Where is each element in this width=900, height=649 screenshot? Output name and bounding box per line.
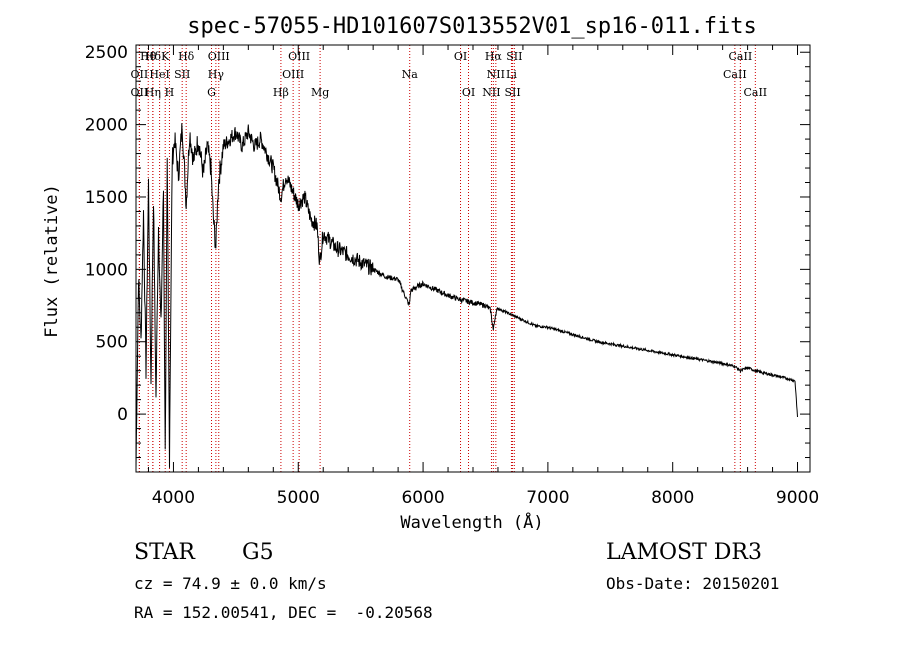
x-tick-label: 7000 xyxy=(526,488,569,508)
spectral-marker-label: HeI xyxy=(149,68,169,81)
x-axis-ticks: 4000 5000 6000 7000 8000 9000 xyxy=(147,45,819,508)
spectral-marker-label: Mg xyxy=(311,86,329,99)
spectral-marker-label: SII xyxy=(174,68,190,81)
spectral-marker-label: CaII xyxy=(723,68,747,81)
spectral-marker-label: OII xyxy=(131,86,149,99)
y-tick-label: 1500 xyxy=(85,188,128,208)
spectral-marker-label: SII xyxy=(504,86,520,99)
spectral-marker-label: NII xyxy=(482,86,500,99)
spectral-class: G5 xyxy=(242,540,274,565)
spectral-marker-label: Na xyxy=(402,68,419,81)
observation-date: Obs-Date: 20150201 xyxy=(606,574,780,593)
x-tick-label: 5000 xyxy=(277,488,320,508)
x-tick-label: 9000 xyxy=(776,488,819,508)
spectral-marker-label: Hθ xyxy=(140,50,157,63)
plot-frame xyxy=(135,44,811,473)
spectrum-line xyxy=(135,123,798,470)
y-axis-ticks: 0 500 1000 1500 2000 2500 xyxy=(85,43,810,473)
x-tick-label: 4000 xyxy=(152,488,195,508)
y-tick-label: 0 xyxy=(117,405,128,425)
spectral-marker-label: Hδ xyxy=(178,50,195,63)
y-tick-label: 2000 xyxy=(85,116,128,136)
spectral-marker-label: Hη xyxy=(145,86,161,99)
spectral-marker-label: CaII xyxy=(729,50,753,63)
x-axis-label: Wavelength (Å) xyxy=(400,511,543,533)
spectral-marker-label: OIII xyxy=(208,50,230,63)
x-tick-label: 8000 xyxy=(651,488,694,508)
spectral-marker-label: K xyxy=(161,50,170,63)
spectral-marker-label: NII xyxy=(487,68,505,81)
spectral-marker-label: OI xyxy=(462,86,475,99)
x-tick-label: 6000 xyxy=(401,488,444,508)
spectral-marker-label: CaII xyxy=(743,86,767,99)
chart-title: spec-57055-HD101607S013552V01_sp16-011.f… xyxy=(187,14,757,39)
spectral-line-markers xyxy=(138,45,756,472)
y-tick-label: 2500 xyxy=(85,43,128,63)
spectral-marker-label: H xyxy=(165,86,175,99)
spectral-marker-label: Hα xyxy=(485,50,503,63)
object-type: STAR xyxy=(134,540,195,565)
survey-name: LAMOST DR3 xyxy=(606,540,762,565)
spectral-marker-label: Hβ xyxy=(273,86,289,99)
spectral-marker-label: SII xyxy=(506,50,522,63)
spectral-marker-label: OII xyxy=(131,68,149,81)
spectral-marker-label: OIII xyxy=(288,50,310,63)
spectral-marker-label: Li xyxy=(506,68,517,81)
spectral-marker-label: OI xyxy=(454,50,467,63)
spectral-marker-label: OIII xyxy=(282,68,304,81)
spectrum-chart: spec-57055-HD101607S013552V01_sp16-011.f… xyxy=(42,14,819,533)
spectral-marker-label: Hγ xyxy=(208,68,225,81)
y-tick-label: 1000 xyxy=(85,260,128,280)
spectral-marker-label: Hδ xyxy=(145,50,162,63)
y-axis-label: Flux (relative) xyxy=(42,184,62,338)
redshift-cz: cz = 74.9 ± 0.0 km/s xyxy=(134,574,327,593)
spectral-marker-label: G xyxy=(207,86,216,99)
y-tick-label: 500 xyxy=(96,333,128,353)
sky-coordinates: RA = 152.00541, DEC = -0.20568 xyxy=(134,603,433,622)
